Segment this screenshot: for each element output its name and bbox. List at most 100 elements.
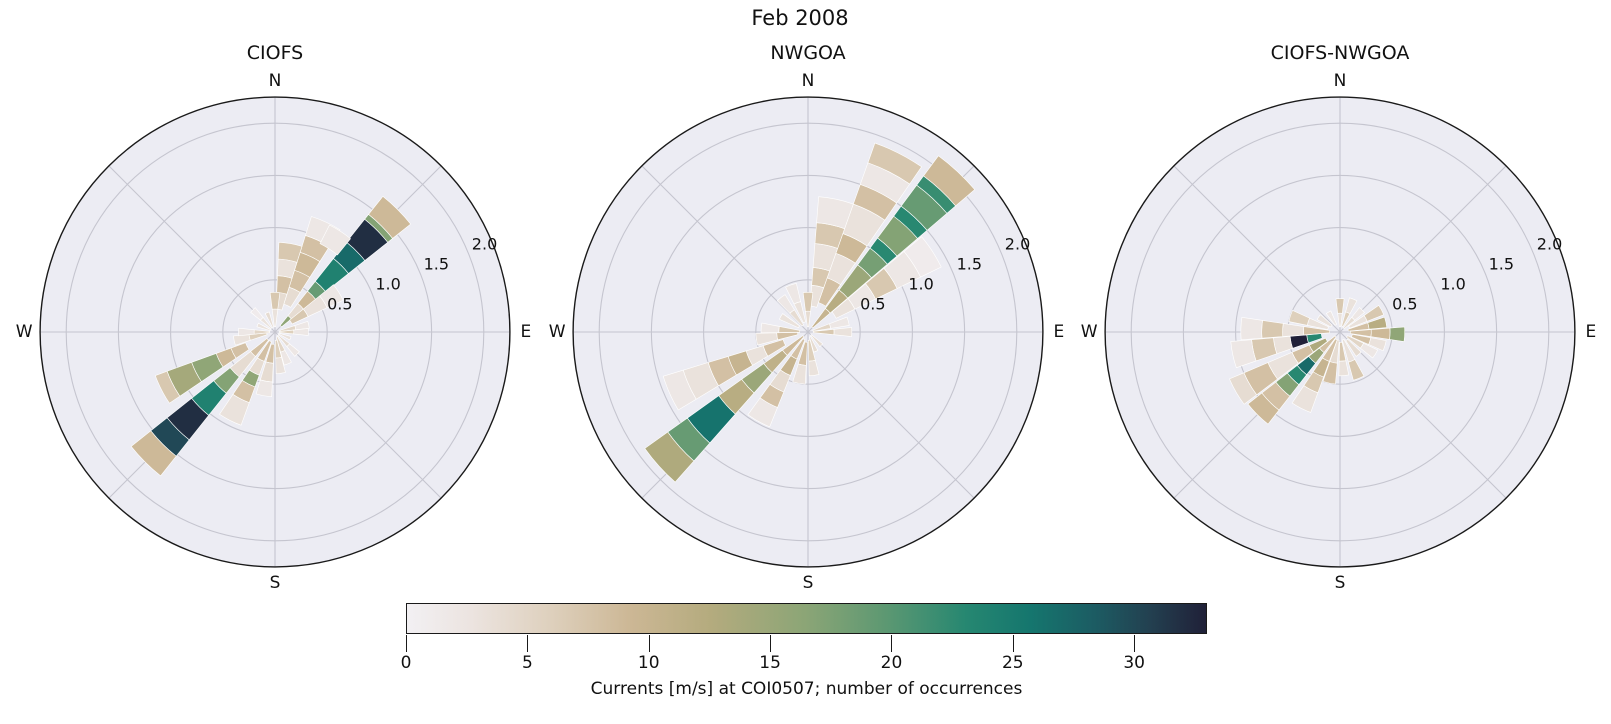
rose-bin (903, 236, 942, 278)
rose-bin (776, 294, 795, 314)
rose-bin (810, 334, 824, 348)
rose-bin (264, 311, 274, 328)
rose-bin (829, 316, 850, 329)
compass-label: E (521, 322, 532, 342)
colorbar-tick (1134, 635, 1136, 652)
rose-bin (1229, 372, 1258, 405)
colorbar-label: Currents [m/s] at COI0507; number of occ… (590, 679, 1023, 699)
compass-label: S (1335, 573, 1346, 592)
radial-tick-label: 1.5 (424, 255, 449, 274)
compass-label: S (270, 573, 281, 592)
angular-gridline (274, 331, 442, 499)
rose-bin (368, 195, 412, 239)
radial-tick-label: 1.0 (908, 275, 933, 294)
compass-label: N (802, 72, 815, 91)
rose-bin (1247, 392, 1280, 425)
compass-label: W (1081, 322, 1098, 342)
rose-bin (1325, 310, 1338, 326)
compass-label: N (269, 72, 282, 91)
rose-bin (1363, 304, 1385, 322)
radial-tick-label: 1.5 (957, 255, 982, 274)
radial-tick-label: 2.0 (472, 235, 497, 254)
rose-bin (644, 431, 695, 483)
rose-bin (255, 379, 273, 397)
radial-tick-label: 0.5 (1392, 295, 1417, 314)
rose-bin (1345, 338, 1362, 357)
rose-bin (1389, 326, 1406, 342)
rose-bin (816, 196, 854, 230)
subplot-title-ciofs: CIOFS (246, 42, 304, 64)
rose-bin (833, 327, 853, 337)
rose-bin (923, 155, 976, 207)
polar-spine (1104, 96, 1576, 568)
rose-bin (867, 142, 922, 185)
angular-gridline (108, 165, 276, 333)
compass-label: S (803, 573, 814, 592)
colorbar-tick-label: 20 (880, 653, 903, 673)
compass-label: W (549, 322, 566, 342)
radial-tick-label: 1.0 (1440, 275, 1465, 294)
radial-tick-label: 2.0 (1005, 235, 1030, 254)
compass-label: N (1334, 72, 1347, 91)
rose-bin (277, 241, 303, 263)
angular-gridline (1339, 331, 1507, 499)
rose-bin (269, 292, 281, 310)
colorbar-tick (648, 635, 650, 652)
radial-tick-label: 0.5 (860, 295, 885, 314)
angular-gridline (807, 331, 975, 499)
rose-bin (808, 359, 820, 377)
rose-bin (1338, 360, 1350, 377)
colorbar-tick (770, 635, 772, 652)
rose-bin (1291, 385, 1319, 413)
polar-spine (572, 96, 1044, 568)
rose-bin (1261, 320, 1284, 339)
rose-bin (792, 363, 807, 385)
rose-bin (1322, 361, 1338, 385)
colorbar-tick (406, 635, 407, 652)
rose-bin (760, 322, 780, 334)
polar-plot-nwgoa: N E S W 0.5 1.0 1.5 2.0 (549, 72, 1065, 592)
colorbar-tick-label: 10 (637, 653, 660, 673)
rose-bin (809, 336, 819, 353)
rose-bin (319, 284, 344, 309)
colorbar-tick (527, 635, 529, 652)
radial-tick-label: 0.5 (327, 295, 352, 314)
rose-bin (275, 356, 286, 375)
rose-bin (778, 313, 800, 329)
rose-bin (278, 332, 292, 341)
colorbar-tick-label: 5 (521, 653, 533, 673)
rose-bin (286, 343, 300, 357)
rose-bin (1348, 359, 1365, 381)
angular-gridline (1339, 165, 1507, 333)
radial-tick-label: 2.0 (1537, 235, 1562, 254)
rose-bin (154, 370, 181, 404)
colorbar-tick-label: 30 (1123, 653, 1145, 673)
rose-bin (1230, 339, 1257, 369)
rose-bin (785, 282, 802, 305)
compass-label: E (1586, 322, 1597, 342)
angular-gridline (641, 165, 809, 333)
colorbar-tick-label: 0 (400, 653, 412, 673)
polar-spine (39, 96, 511, 568)
rose-bin (250, 307, 264, 321)
rose-bin (662, 369, 697, 411)
polar-plot-ciofs: N E S W 0.5 1.0 1.5 2.0 (16, 72, 532, 592)
rose-bin (256, 322, 271, 331)
rose-bin (747, 397, 778, 428)
rose-bin (1316, 314, 1333, 328)
colorbar: 0 5 10 15 20 25 30 Currents [m/s] at COI0507; … (401, 603, 1207, 699)
figure-title: Feb 2008 (751, 6, 849, 30)
rose-bin (1351, 307, 1365, 321)
rose-bin (238, 327, 255, 337)
colorbar-gradient (406, 603, 1207, 634)
rose-bin (1240, 316, 1263, 341)
rose-bin (319, 224, 351, 256)
rose-bin (1368, 337, 1387, 352)
rose-bin (1360, 342, 1379, 359)
subplot-title-nwgoa: NWGOA (770, 42, 846, 64)
rose-bin (1288, 309, 1310, 326)
rose-bin (280, 349, 292, 366)
polar-plot-ciofs-nwgoa: N E S W 0.5 1.0 1.5 2.0 (1081, 72, 1597, 592)
rose-bin (130, 430, 177, 477)
